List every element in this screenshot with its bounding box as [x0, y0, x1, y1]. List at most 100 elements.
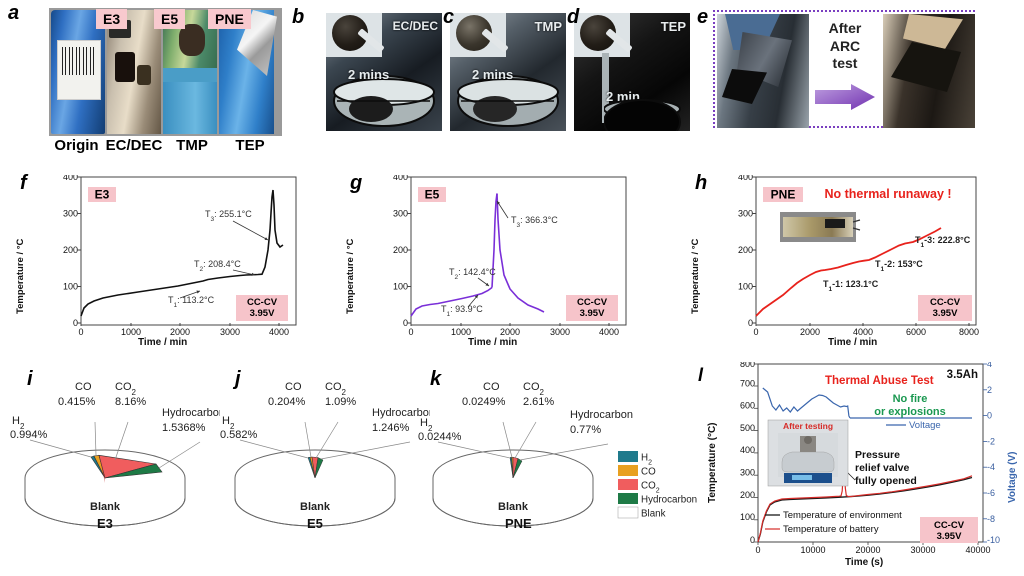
- svg-text:Blank: Blank: [90, 501, 121, 513]
- svg-text:400: 400: [393, 175, 408, 182]
- svg-text:0.582%: 0.582%: [220, 429, 258, 441]
- svg-text:100: 100: [63, 282, 78, 292]
- svg-text:2: 2: [987, 385, 992, 395]
- svg-text:Hydrocarbon: Hydrocarbon: [570, 409, 633, 421]
- svg-text:Pressure: Pressure: [855, 449, 900, 461]
- svg-text:8000: 8000: [959, 327, 979, 335]
- svg-text:0.204%: 0.204%: [268, 396, 306, 408]
- svg-text:200: 200: [63, 245, 78, 255]
- svg-text:4000: 4000: [269, 327, 289, 335]
- svg-text:800: 800: [740, 362, 755, 369]
- svg-text:400: 400: [63, 175, 78, 182]
- svg-text:0: 0: [753, 327, 758, 335]
- svg-text:20000: 20000: [855, 545, 880, 555]
- svg-text:300: 300: [738, 209, 753, 219]
- svg-text:3.95V: 3.95V: [250, 308, 275, 319]
- svg-text:600: 600: [740, 401, 755, 411]
- svg-text:CO: CO: [285, 381, 302, 393]
- svg-text:30000: 30000: [910, 545, 935, 555]
- svg-text:0.415%: 0.415%: [58, 396, 96, 408]
- svg-text:4000: 4000: [853, 327, 873, 335]
- svg-text:1.246%: 1.246%: [372, 422, 410, 434]
- svg-text:0: 0: [408, 327, 413, 335]
- svg-text:3.95V: 3.95V: [580, 308, 605, 319]
- svg-text:CC-CV: CC-CV: [930, 297, 961, 308]
- svg-text:6000: 6000: [906, 327, 926, 335]
- svg-text:0.0244%: 0.0244%: [418, 431, 462, 443]
- svg-text:2000: 2000: [800, 327, 820, 335]
- svg-text:Thermal Abuse Test: Thermal Abuse Test: [825, 375, 934, 387]
- svg-text:Blank: Blank: [300, 501, 331, 513]
- svg-text:Blank: Blank: [498, 501, 529, 513]
- svg-text:2000: 2000: [170, 327, 190, 335]
- svg-text:200: 200: [740, 490, 755, 500]
- svg-text:-6: -6: [987, 488, 995, 498]
- svg-text:8.16%: 8.16%: [115, 396, 146, 408]
- svg-text:40000: 40000: [965, 545, 990, 555]
- svg-text:0: 0: [78, 327, 83, 335]
- svg-text:300: 300: [393, 209, 408, 219]
- svg-text:CO: CO: [75, 381, 92, 393]
- svg-text:Voltage: Voltage: [909, 420, 941, 431]
- svg-text:CC-CV: CC-CV: [247, 297, 278, 308]
- svg-text:0: 0: [750, 535, 755, 545]
- svg-text:0: 0: [755, 545, 760, 555]
- svg-text:1.09%: 1.09%: [325, 396, 356, 408]
- svg-text:CO2: CO2: [115, 381, 137, 397]
- svg-text:100: 100: [738, 282, 753, 292]
- svg-text:3000: 3000: [220, 327, 240, 335]
- svg-text:0: 0: [987, 411, 992, 421]
- svg-text:CO2: CO2: [641, 480, 660, 494]
- svg-text:Hydrocarbon: Hydrocarbon: [162, 407, 220, 419]
- svg-text:Blank: Blank: [641, 508, 666, 519]
- svg-text:0.994%: 0.994%: [10, 429, 48, 441]
- svg-text:fully opened: fully opened: [855, 475, 917, 487]
- svg-text:400: 400: [738, 175, 753, 182]
- svg-text:No thermal runaway !: No thermal runaway !: [824, 187, 951, 201]
- svg-text:Temperature of environment: Temperature of environment: [783, 510, 902, 521]
- svg-text:200: 200: [738, 245, 753, 255]
- svg-text:200: 200: [393, 245, 408, 255]
- svg-text:PNE: PNE: [771, 188, 796, 202]
- svg-text:1.5368%: 1.5368%: [162, 422, 206, 434]
- svg-text:CC-CV: CC-CV: [577, 297, 608, 308]
- svg-text:0.0249%: 0.0249%: [462, 396, 506, 408]
- svg-text:100: 100: [393, 282, 408, 292]
- svg-text:CO: CO: [641, 466, 656, 477]
- svg-text:-8: -8: [987, 514, 995, 524]
- svg-text:relief valve: relief valve: [855, 462, 909, 474]
- svg-text:-2: -2: [987, 436, 995, 446]
- svg-text:300: 300: [740, 468, 755, 478]
- svg-text:0.77%: 0.77%: [570, 424, 601, 436]
- svg-text:CO2: CO2: [325, 381, 347, 397]
- svg-text:100: 100: [740, 512, 755, 522]
- svg-text:Hydrocarbon: Hydrocarbon: [641, 494, 697, 505]
- svg-text:E3: E3: [95, 188, 110, 202]
- svg-text:CO2: CO2: [523, 381, 545, 397]
- svg-text:CO: CO: [483, 381, 500, 393]
- svg-text:2.61%: 2.61%: [523, 396, 554, 408]
- svg-text:300: 300: [63, 209, 78, 219]
- svg-text:-4: -4: [987, 462, 995, 472]
- svg-text:1000: 1000: [121, 327, 141, 335]
- svg-text:10000: 10000: [800, 545, 825, 555]
- svg-text:3000: 3000: [550, 327, 570, 335]
- svg-text:500: 500: [740, 423, 755, 433]
- svg-text:3.95V: 3.95V: [937, 531, 962, 542]
- svg-text:2000: 2000: [500, 327, 520, 335]
- svg-text:1000: 1000: [451, 327, 471, 335]
- svg-text:400: 400: [740, 445, 755, 455]
- svg-text:3.5Ah: 3.5Ah: [947, 369, 978, 381]
- svg-text:700: 700: [740, 378, 755, 388]
- svg-text:3.95V: 3.95V: [933, 308, 958, 319]
- svg-text:CC-CV: CC-CV: [934, 520, 965, 531]
- svg-text:No fire: No fire: [893, 393, 928, 405]
- svg-text:E5: E5: [425, 188, 440, 202]
- svg-text:4000: 4000: [599, 327, 619, 335]
- svg-text:H2: H2: [641, 452, 652, 466]
- svg-text:4: 4: [987, 362, 992, 369]
- svg-text:or explosions: or explosions: [874, 406, 946, 418]
- svg-text:-10: -10: [987, 535, 1000, 545]
- svg-text:After testing: After testing: [783, 421, 833, 431]
- svg-text:Temperature of battery: Temperature of battery: [783, 524, 879, 535]
